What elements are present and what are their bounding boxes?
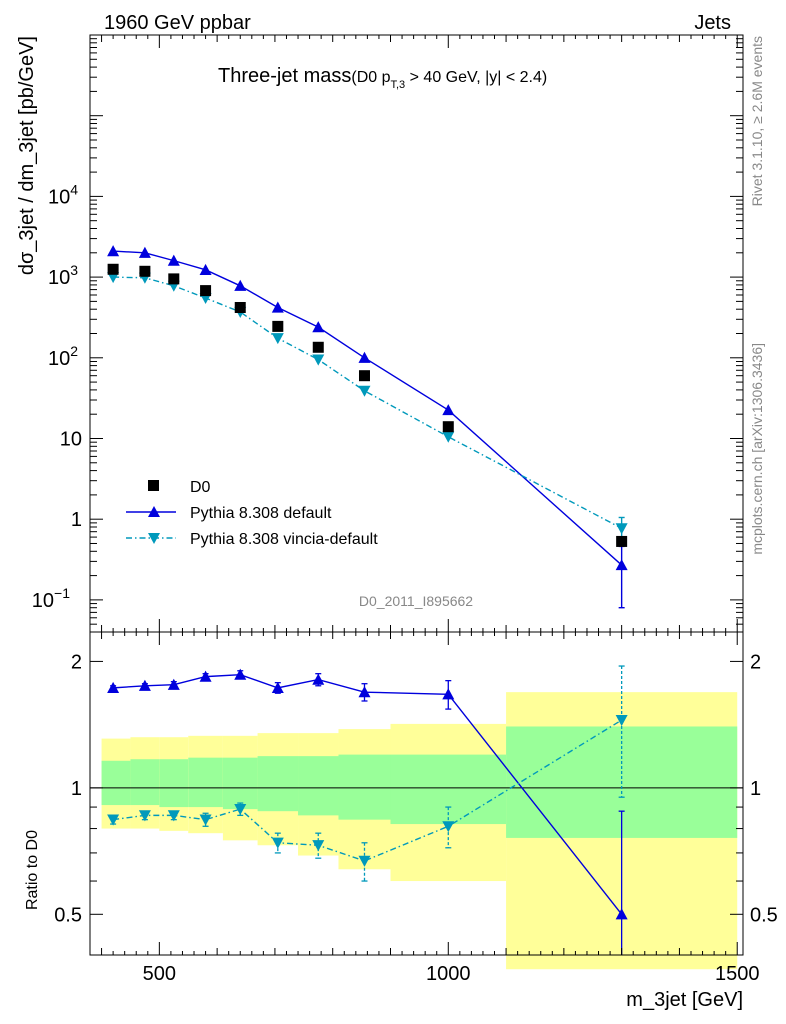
ratio-point-default [312, 673, 325, 685]
rivet-label: Rivet 3.1.10, ≥ 2.6M events [749, 36, 765, 206]
ratio-ylabel: Ratio to D0 [24, 830, 41, 910]
main-point-default [271, 301, 284, 313]
legend-marker-vincia [148, 533, 160, 544]
ratio-point-default [138, 679, 151, 691]
main-point-default [615, 559, 628, 571]
ratio-band-inner [159, 759, 189, 808]
ratio-point-vincia [167, 810, 180, 822]
main-point-default [312, 321, 325, 333]
main-ylabel: dσ_3jet / dm_3jet [pb/GeV] [16, 36, 38, 275]
title-cut-sub: T,3 [391, 79, 406, 91]
main-point-default [234, 279, 247, 291]
ratio-point-vincia [358, 855, 371, 867]
ratio-point-default [234, 668, 247, 680]
ratio-point-default [199, 670, 212, 682]
main-point-vincia [358, 385, 371, 397]
x-tick-label: 1000 [426, 963, 471, 985]
x-axis-label: m_3jet [GeV] [626, 989, 743, 1011]
ratio-point-vincia [234, 804, 247, 816]
ratio-y-tick-label-right: 0.5 [750, 904, 778, 926]
ratio-point-vincia [271, 837, 284, 849]
analysis-id: D0_2011_I895662 [359, 593, 473, 609]
ratio-point-default [107, 681, 120, 693]
ratio-point-vincia [615, 714, 628, 727]
main-point-vincia [442, 431, 455, 443]
main-line-vincia [113, 276, 622, 529]
category-label: Jets [694, 12, 731, 34]
ratio-y-tick-label-right: 2 [750, 651, 761, 673]
main-point-default [167, 254, 180, 266]
main-point-default [199, 263, 212, 275]
x-tick-label: 1500 [715, 963, 760, 985]
ratio-line-vincia [113, 719, 623, 862]
legend: D0 Pythia 8.308 default Pythia 8.308 vin… [126, 479, 378, 548]
main-line-default [113, 250, 623, 566]
main-y-tick-label: 104 [48, 181, 78, 208]
main-point-data [616, 535, 628, 547]
ratio-y-tick-label-right: 1 [750, 778, 761, 800]
ratio-point-vincia [312, 840, 325, 852]
ratio-point-default [167, 678, 180, 690]
main-point-data [272, 320, 284, 332]
title-cut-rest: > 40 GeV, |y| < 2.4) [405, 69, 547, 86]
main-point-data [442, 421, 454, 433]
title-main: Three-jet mass [218, 65, 351, 87]
ratio-band-inner [130, 759, 160, 806]
x-tick-label: 500 [143, 963, 176, 985]
legend-label-data: D0 [190, 479, 211, 496]
ratio-band-inner [257, 756, 299, 812]
ratio-band-inner [222, 757, 258, 810]
ratio-y-tick-label: 1 [71, 778, 82, 800]
ratio-point-default [271, 681, 284, 693]
collision-label: 1960 GeV ppbar [104, 12, 251, 34]
ratio-point-vincia [199, 814, 212, 826]
title-cut: (D0 p [351, 69, 390, 86]
ratio-point-default [358, 686, 371, 698]
ratio-point-vincia [107, 814, 120, 826]
legend-label-default: Pythia 8.308 default [190, 505, 332, 522]
ratio-point-vincia [442, 821, 455, 833]
main-point-data [200, 285, 212, 297]
ratio-point-default [442, 688, 455, 700]
chart-title: Three-jet mass(D0 pT,3 > 40 GeV, |y| < 2… [218, 65, 547, 91]
legend-marker-data [148, 480, 159, 491]
ratio-panel [90, 665, 743, 970]
main-frame [89, 34, 744, 633]
main-point-vincia [271, 333, 284, 345]
main-point-data [168, 273, 180, 285]
ratio-point-default [615, 908, 628, 920]
ratio-band-inner [101, 760, 131, 806]
ratio-y-tick-label: 2 [71, 651, 82, 673]
main-point-data [107, 263, 119, 275]
ratio-band-inner [338, 754, 391, 820]
main-y-tick-label: 1 [71, 509, 82, 531]
main-point-default [358, 351, 371, 363]
mcplots-label: mcplots.cern.ch [arXiv:1306.3436] [749, 343, 765, 555]
ratio-band-inner [188, 757, 223, 808]
main-point-data [139, 265, 151, 277]
main-point-vincia [312, 354, 325, 366]
legend-label-vincia: Pythia 8.308 vincia-default [190, 531, 378, 548]
ratio-point-vincia [138, 810, 151, 822]
main-point-data [234, 301, 246, 313]
main-point-default [138, 246, 151, 258]
main-y-tick-label: 10 [60, 428, 82, 450]
ratio-y-tick-label: 0.5 [54, 904, 82, 926]
main-y-tick-label: 10−1 [32, 585, 70, 612]
legend-marker-default [148, 506, 160, 517]
main-y-tick-label: 102 [48, 343, 78, 370]
ratio-band-inner [298, 756, 339, 816]
main-point-vincia [615, 523, 628, 535]
main-point-default [442, 404, 455, 416]
main-point-default [107, 245, 120, 257]
main-point-data [358, 370, 370, 382]
ratio-line-default [113, 673, 623, 915]
main-panel [107, 245, 628, 609]
main-y-tick-label: 103 [48, 262, 78, 289]
ratio-frame [89, 631, 744, 956]
main-point-data [312, 341, 324, 353]
